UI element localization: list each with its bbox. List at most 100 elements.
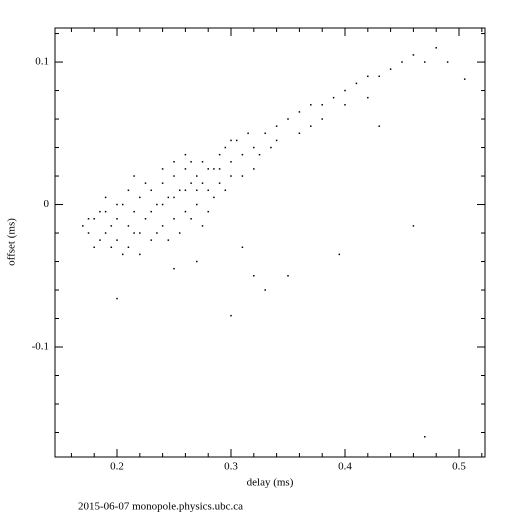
point [190,161,192,163]
point [310,104,312,106]
point [82,225,84,227]
point [367,96,369,99]
point [367,75,369,78]
point [121,203,124,206]
point [178,232,181,234]
point [241,175,244,177]
point [127,189,130,192]
point [99,210,101,213]
point [355,82,358,85]
x-tick-label: 0.5 [452,461,466,473]
point [196,175,198,177]
point [264,289,266,291]
point [235,139,238,142]
point [139,253,141,256]
point [104,196,107,199]
point [184,153,187,156]
point [184,210,187,213]
point [321,104,323,106]
point [196,260,198,263]
point [287,275,289,277]
point [87,218,90,220]
point [332,96,335,99]
point [344,89,346,92]
point [241,246,244,249]
point [424,436,426,438]
point [264,132,266,135]
x-tick-label: 0.3 [224,461,238,473]
point [116,239,118,241]
point [213,168,215,170]
point [196,189,198,192]
point [173,267,175,270]
point [338,253,341,256]
point [270,146,272,149]
point [321,118,323,120]
point [156,232,158,234]
point [298,111,301,113]
point [378,125,380,127]
plot-frame [54,27,486,458]
point [156,203,158,206]
point [167,196,170,199]
point [161,168,164,170]
point [144,182,147,184]
point [201,182,204,184]
point [184,189,187,192]
x-axis-label: delay (ms) [247,477,294,489]
point [173,161,175,163]
point [230,175,232,177]
point [116,203,118,206]
point [93,218,95,220]
point [144,218,147,220]
footer: 2015-06-07 monopole.physics.ubc.ca [78,501,243,512]
point [230,139,232,142]
point [184,168,187,170]
point [207,168,209,170]
point [253,168,255,170]
point [378,75,380,78]
y-axis-label: offset (ms) [6,218,18,266]
point [190,182,192,184]
point [435,47,437,49]
point [241,153,244,156]
point [93,246,95,249]
x-tick-label: 0.4 [338,461,352,473]
point [161,182,164,184]
point [116,218,118,220]
point [133,210,135,213]
point [110,225,113,227]
point [230,161,232,163]
point [201,225,204,227]
point [463,78,466,80]
point [201,161,204,163]
point [133,232,135,234]
x-tick-label: 0.2 [110,461,124,473]
point [173,175,175,177]
point [150,239,152,241]
point [287,118,289,120]
point [344,104,346,106]
point [275,139,278,142]
point [139,232,141,234]
point [446,61,449,63]
point [178,189,181,192]
point [401,61,403,63]
point [161,203,164,206]
point [412,54,415,56]
point [213,196,215,199]
point [207,210,209,213]
point [110,246,113,249]
point [173,218,175,220]
y-tick-label: 0 [44,198,50,210]
point [150,189,152,192]
point [150,210,152,213]
point [127,225,130,227]
y-tick-label: -0.1 [32,341,49,353]
point [190,218,192,220]
point [310,125,312,127]
point [412,225,415,227]
point [207,189,209,192]
